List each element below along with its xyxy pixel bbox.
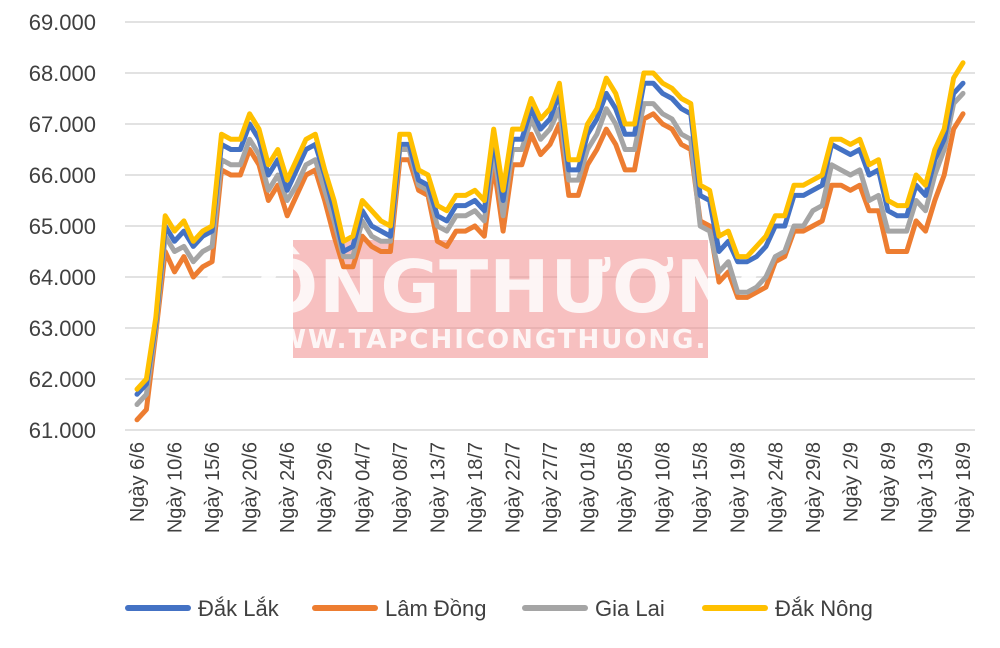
x-tick-label: Ngày 6/6 — [127, 442, 149, 522]
y-tick-label: 61.000 — [29, 418, 96, 443]
x-tick-label: Ngày 20/6 — [240, 442, 262, 533]
watermark-background — [293, 240, 708, 358]
x-axis-ticks: Ngày 6/6 Ngày 10/6 Ngày 15/6 Ngày 20/6 Ngày … — [127, 442, 975, 533]
legend: Đắk Lắk Lâm Đồng Gia Lai Đắk Nông — [125, 596, 873, 621]
series-line-2 — [134, 111, 966, 423]
x-tick-label: Ngày 13/9 — [915, 442, 937, 533]
watermark-sub-text: WWW.TAPCHICONGTHUONG.VN — [247, 325, 754, 355]
legend-label: Đắk Nông — [775, 596, 873, 621]
x-tick-label: Ngày 27/7 — [540, 442, 562, 533]
series-line-3 — [134, 90, 966, 407]
y-tick-label: 67.000 — [29, 112, 96, 137]
x-tick-label: Ngày 19/8 — [728, 442, 750, 533]
y-tick-label: 65.000 — [29, 214, 96, 239]
y-axis-ticks: 61.000 62.000 63.000 64.000 65.000 66.000 67.0… — [29, 10, 96, 443]
series-line-4 — [134, 60, 966, 392]
y-tick-label: 64.000 — [29, 265, 96, 290]
x-tick-label: Ngày 22/7 — [502, 442, 524, 533]
x-tick-label: Ngày 01/8 — [578, 442, 600, 533]
y-tick-label: 69.000 — [29, 10, 96, 35]
watermark: CÔNGTHƯƠNG WWW.TAPCHICONGTHUONG.VN — [203, 240, 797, 358]
x-tick-label: Ngày 15/8 — [690, 442, 712, 533]
x-tick-label: Ngày 18/7 — [465, 442, 487, 533]
series-layer — [134, 60, 966, 423]
watermark-main-text: CÔNGTHƯƠNG — [203, 245, 797, 329]
x-tick-label: Ngày 04/7 — [352, 442, 374, 533]
grid-layer — [125, 21, 975, 431]
x-tick-label: Ngày 10/8 — [653, 442, 675, 533]
y-tick-label: 68.000 — [29, 61, 96, 86]
y-tick-label: 62.000 — [29, 367, 96, 392]
x-tick-label: Ngày 13/7 — [427, 442, 449, 533]
x-tick-label: Ngày 2/9 — [840, 442, 862, 522]
legend-label: Gia Lai — [595, 596, 665, 621]
legend-label: Đắk Lắk — [198, 596, 280, 621]
x-tick-label: Ngày 8/9 — [878, 442, 900, 522]
y-tick-label: 63.000 — [29, 316, 96, 341]
x-tick-label: Ngày 29/8 — [803, 442, 825, 533]
x-tick-label: Ngày 10/6 — [165, 442, 187, 533]
x-tick-label: Ngày 24/6 — [277, 442, 299, 533]
x-tick-label: Ngày 08/7 — [390, 442, 412, 533]
x-tick-label: Ngày 24/8 — [765, 442, 787, 533]
x-tick-label: Ngày 05/8 — [615, 442, 637, 533]
x-tick-label: Ngày 18/9 — [953, 442, 975, 533]
x-tick-label: Ngày 15/6 — [202, 442, 224, 533]
y-tick-label: 66.000 — [29, 163, 96, 188]
legend-label: Lâm Đồng — [385, 596, 487, 621]
x-tick-label: Ngày 29/6 — [315, 442, 337, 533]
